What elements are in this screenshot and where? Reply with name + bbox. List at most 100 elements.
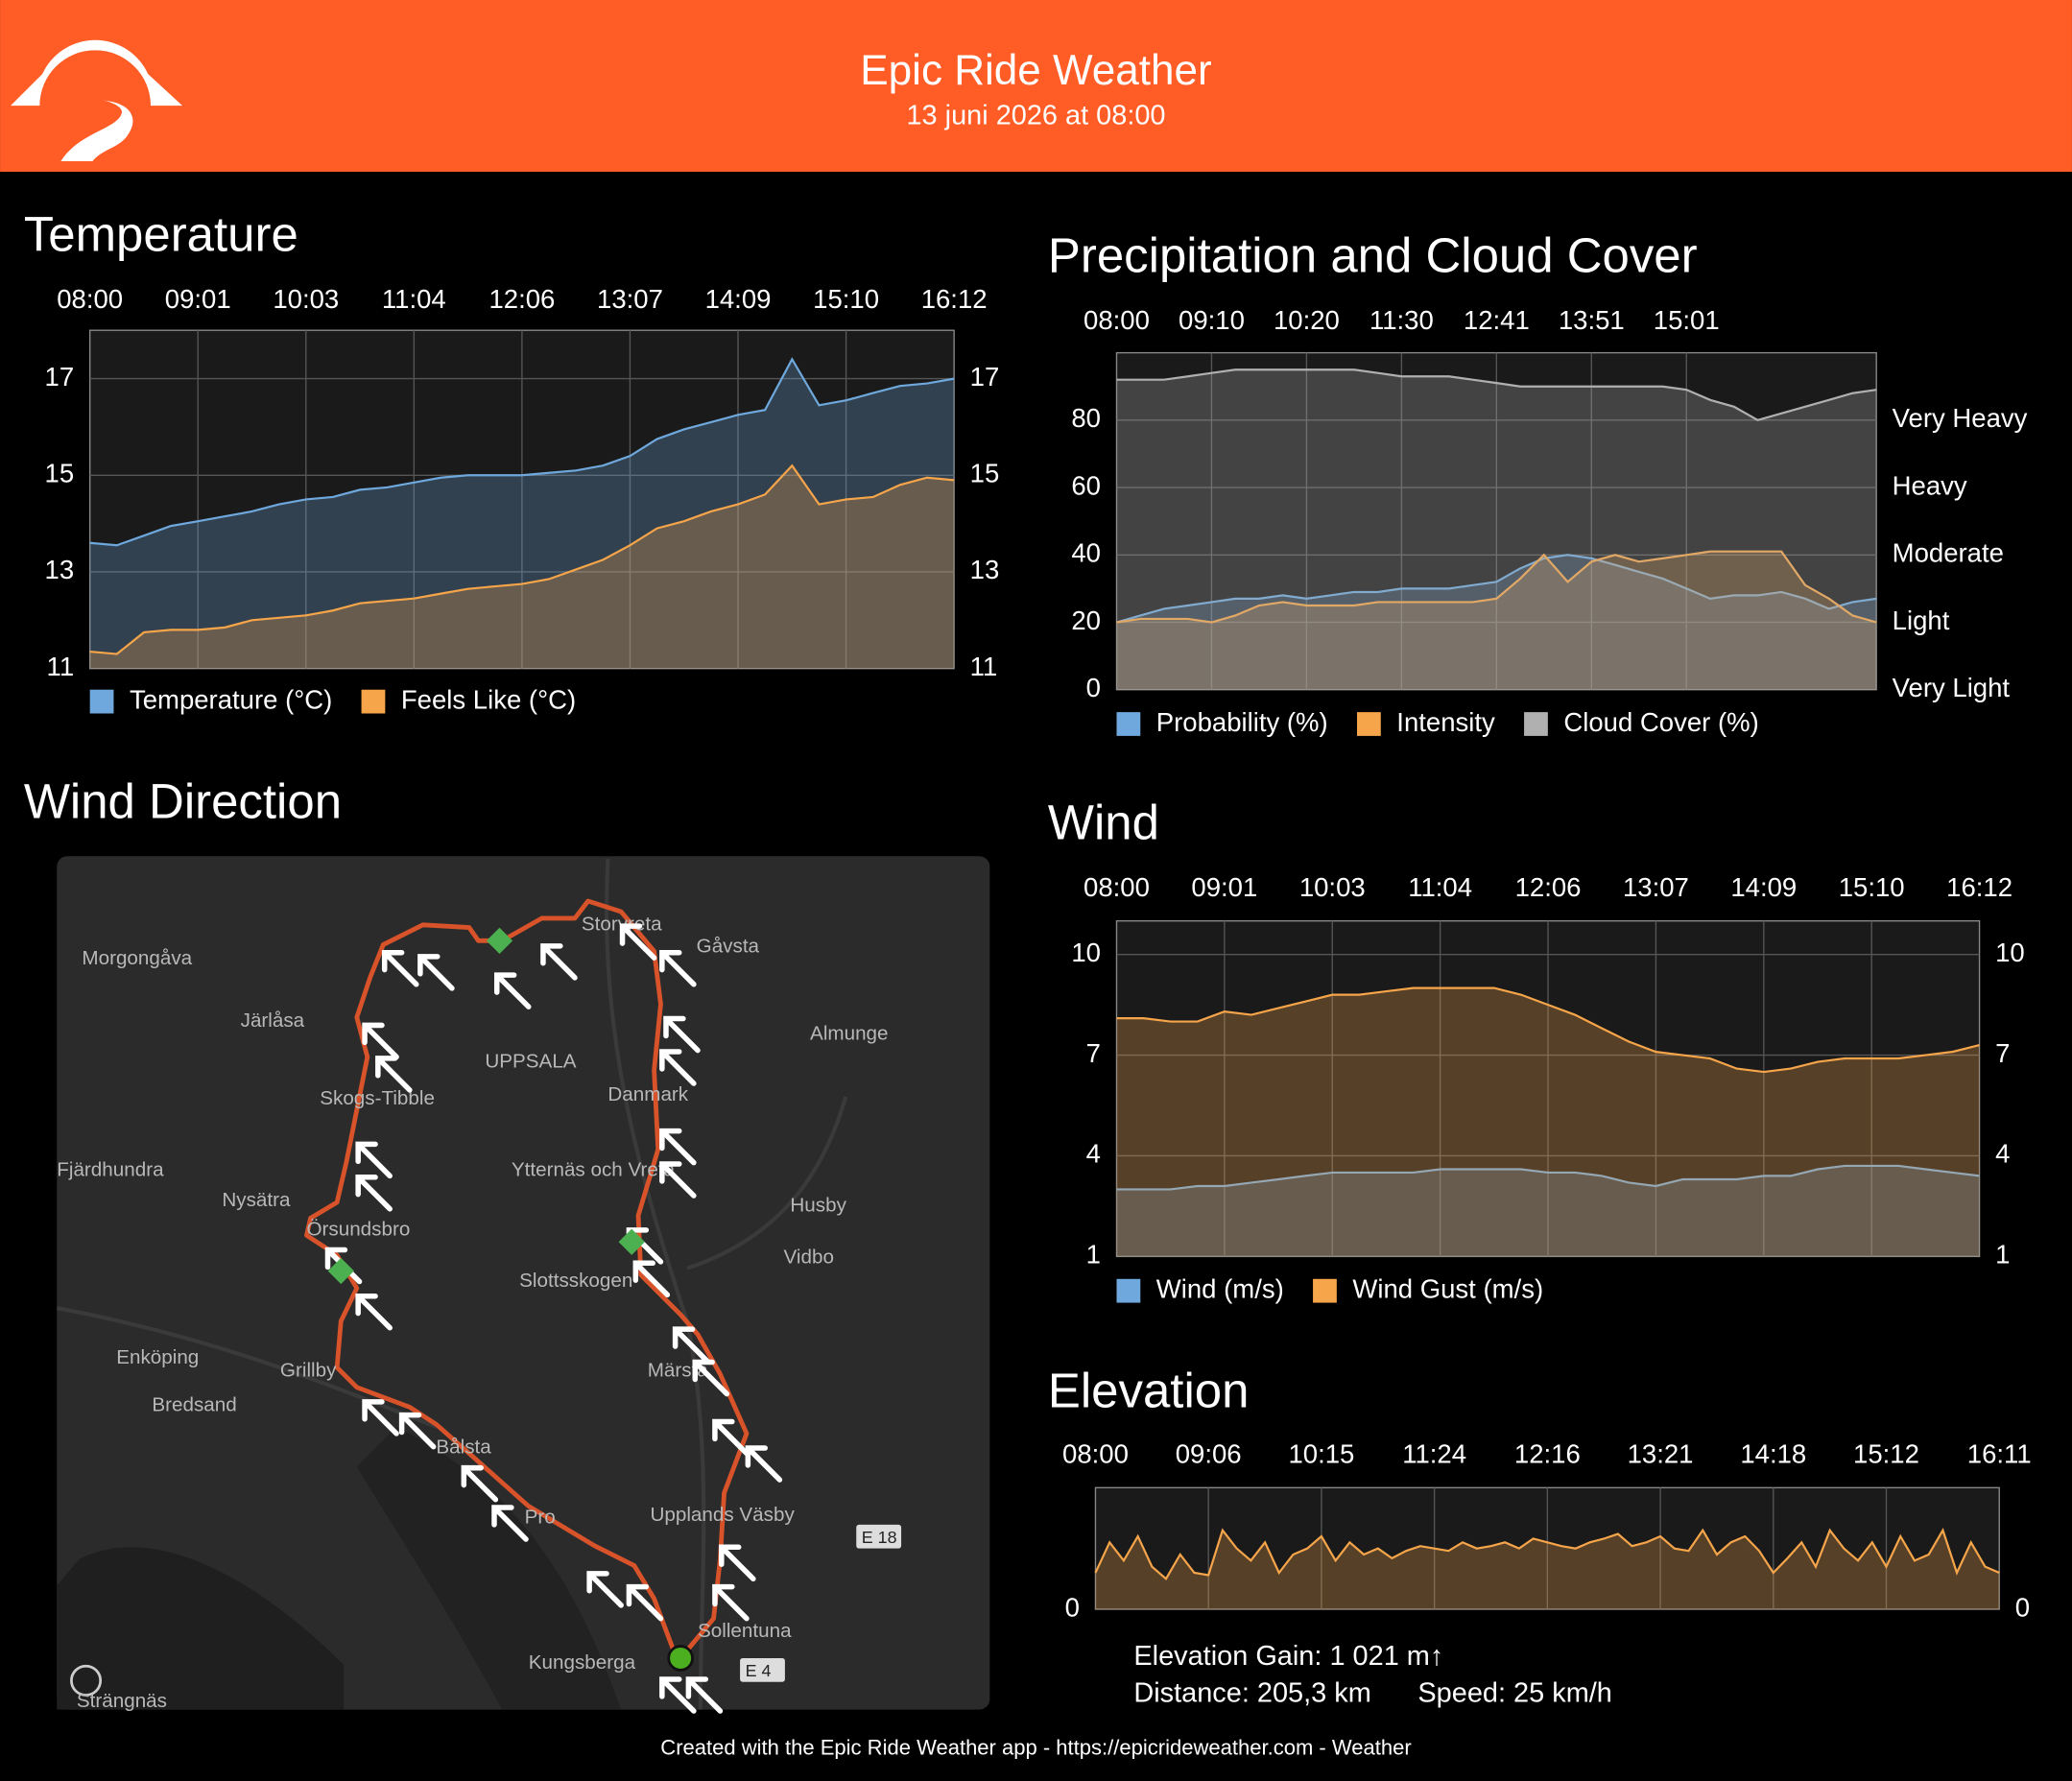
map-label: Kungsberga (529, 1651, 636, 1674)
y-tick-label: 15 (45, 459, 75, 488)
y2-tick-label: Light (1893, 606, 1950, 635)
wind-arrow (355, 1293, 393, 1331)
x-tick-label: 16:12 (1946, 872, 2012, 902)
distance: Distance: 205,3 km (1133, 1677, 1370, 1708)
legend-swatch (89, 689, 114, 714)
map-label: Slottsskogen (519, 1270, 632, 1292)
wind-arrow (355, 1141, 393, 1179)
wind-arrow (659, 1049, 697, 1086)
legend-swatch (1356, 712, 1381, 736)
x-tick-label: 10:03 (273, 284, 339, 314)
y-tick-label: 1 (1086, 1240, 1101, 1270)
legend-label: Wind Gust (m/s) (1352, 1273, 1543, 1303)
wind-arrow (712, 1583, 750, 1622)
y-tick-label: 40 (1071, 538, 1101, 568)
y2-tick-label: Very Heavy (1893, 403, 2028, 433)
y-tick-label: 20 (1071, 606, 1101, 635)
map-label: Ytternäs och Vreta (512, 1158, 676, 1180)
y-tick-label: 13 (45, 555, 75, 584)
speed: Speed: 25 km/h (1417, 1677, 1611, 1708)
map-label: Almunge (810, 1023, 888, 1045)
x-tick-label: 10:03 (1299, 872, 1366, 902)
x-tick-label: 10:15 (1288, 1439, 1354, 1469)
x-tick-label: 15:10 (1839, 872, 1905, 902)
app-subtitle: 13 juni 2026 at 08:00 (906, 100, 1165, 131)
series-line (1094, 1528, 2000, 1581)
legend-label: Wind (m/s) (1156, 1273, 1284, 1303)
map-label: Danmark (607, 1083, 688, 1105)
legend-label: Intensity (1396, 707, 1495, 737)
x-tick-label: 09:01 (1191, 872, 1257, 902)
wind-arrow (659, 949, 697, 987)
y-tick-label-right: 7 (1995, 1038, 2010, 1068)
x-tick-label: 10:20 (1274, 305, 1340, 335)
wind-arrow (491, 1505, 529, 1542)
y-tick-label-right: 10 (1995, 938, 2025, 967)
series-line (89, 357, 955, 547)
x-tick-label: 15:01 (1654, 305, 1720, 335)
map: Morgongåva Järlåsa UPPSALA Skogs-Tibble Danm… (56, 856, 990, 1714)
wind-arrow (586, 1571, 624, 1608)
x-tick-label: 12:06 (1515, 872, 1582, 902)
y-tick-label: 80 (1071, 403, 1101, 433)
map-label: Bredsand (152, 1393, 236, 1415)
x-tick-label: 09:10 (1179, 305, 1245, 335)
x-tick-label: 16:11 (1967, 1439, 2032, 1469)
wind-arrow (659, 1128, 697, 1166)
y2-tick-label: Heavy (1893, 470, 1967, 500)
y-tick-label-right: 1 (1995, 1240, 2010, 1270)
wind-arrow (355, 1175, 393, 1212)
series-line (1116, 550, 1877, 624)
chart-title: Elevation (1048, 1363, 1250, 1417)
map-label: Morgongåva (82, 947, 192, 969)
x-tick-label: 14:09 (705, 284, 772, 314)
map-label: Vidbo (784, 1246, 834, 1268)
legend-label: Cloud Cover (%) (1563, 707, 1758, 737)
y-tick-label: 4 (1086, 1139, 1101, 1169)
wind-arrow (362, 1399, 399, 1437)
x-tick-label: 13:21 (1628, 1439, 1694, 1469)
map-label: Strängnäs (77, 1690, 167, 1712)
map-title: Wind Direction (24, 773, 342, 828)
map-label: E 4 (746, 1661, 772, 1680)
x-tick-label: 13:07 (1623, 872, 1689, 902)
wind-arrow (659, 1676, 697, 1714)
series-line (1116, 368, 1877, 422)
wind-arrow (712, 1418, 750, 1457)
legend-swatch (1313, 1278, 1337, 1303)
y-tick-label-right: 11 (970, 652, 998, 681)
wind-arrow (685, 1676, 724, 1714)
map-marker (327, 1257, 354, 1285)
x-tick-label: 12:06 (488, 284, 555, 314)
x-tick-label: 13:07 (597, 284, 663, 314)
wind-arrow (619, 923, 657, 961)
area-fill (89, 465, 955, 669)
wind-arrow (398, 1412, 437, 1450)
wind-arrow (493, 972, 532, 1009)
map-label: Husby (790, 1195, 846, 1217)
map-label: Upplands Väsby (650, 1504, 795, 1526)
area-fill (1116, 369, 1877, 690)
x-tick-label: 11:24 (1402, 1439, 1466, 1469)
series-line (89, 463, 955, 655)
y-tick-label-right: 0 (2015, 1592, 2030, 1622)
road-badge (740, 1657, 785, 1682)
footer: Created with the Epic Ride Weather app -… (660, 1735, 1411, 1759)
x-tick-label: 08:00 (1062, 1439, 1129, 1469)
legend-swatch (1524, 712, 1548, 736)
x-tick-label: 15:12 (1853, 1439, 1919, 1469)
area-fill (1116, 1165, 1980, 1257)
y2-tick-label: Moderate (1893, 538, 2004, 568)
map-label: Sollentuna (698, 1620, 792, 1642)
chart-title: Temperature (24, 207, 298, 262)
x-tick-label: 15:10 (813, 284, 879, 314)
area-fill (1095, 1530, 2000, 1610)
road-badge (856, 1524, 902, 1549)
wind-arrow (362, 1022, 399, 1060)
series-line (1116, 554, 1877, 624)
wind-arrow (659, 1161, 697, 1199)
legend-swatch (1116, 1278, 1141, 1303)
y-tick-label: 7 (1086, 1038, 1101, 1068)
